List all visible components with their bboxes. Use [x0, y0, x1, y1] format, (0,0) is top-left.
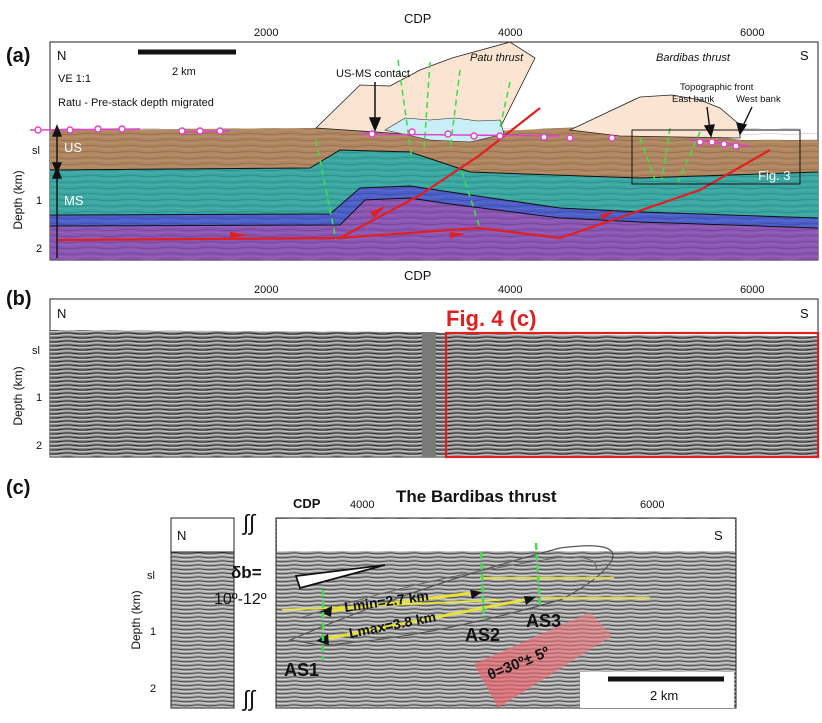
- panel-b-depth-1: 1: [36, 392, 42, 404]
- bank-arrows: [703, 106, 753, 138]
- panel-c-scale-label: 2 km: [650, 688, 678, 703]
- delta-b-value: 10º-12º: [214, 591, 267, 608]
- method-label: Ratu - Pre-stack depth migrated: [58, 97, 214, 109]
- fault-slip-arrows-a: [230, 206, 616, 238]
- topographic-front-label: Topographic front: [680, 82, 754, 93]
- panel-a-scale-label: 2 km: [172, 66, 196, 78]
- west-bank-label: West bank: [736, 94, 781, 105]
- panel-c-label: (c): [6, 477, 30, 499]
- panel-b-depth-axis: Depth (km): [11, 366, 25, 425]
- dip-markers: [29, 125, 751, 150]
- panel-c-depth-2: 2: [150, 683, 156, 695]
- panel-b-data-gap: [422, 332, 436, 457]
- panel-c-cdp-tick-4000: 4000: [350, 499, 374, 511]
- ve-label: VE 1:1: [58, 73, 91, 85]
- delta-b-label: δb=: [231, 563, 262, 582]
- panel-c-depth-axis: Depth (km): [129, 590, 143, 649]
- panel-b-cdp-tick-6000: 6000: [740, 284, 764, 296]
- east-bank-label: East bank: [672, 94, 714, 105]
- panel-a-depth-2: 2: [36, 243, 42, 255]
- blue-base-line: [49, 197, 819, 229]
- panel-b-cdp-title: CDP: [404, 268, 431, 283]
- fold-outline: [287, 545, 614, 646]
- panel-b-label: (b): [6, 288, 32, 310]
- yellow-horizons: [281, 577, 650, 611]
- us-ms-contact-line: [49, 149, 819, 179]
- us-label: US: [64, 140, 82, 155]
- panel-b-cdp-tick-4000: 4000: [498, 284, 522, 296]
- fig4c-label: Fig. 4 (c): [446, 306, 536, 331]
- panel-c-depth-sl: sl: [147, 570, 155, 582]
- bardibas-thrust-label: Bardibas thrust: [656, 52, 731, 64]
- fig4c-box: [444, 331, 820, 459]
- panel-c-depth-1: 1: [150, 626, 156, 638]
- fold-inner-line: [299, 556, 597, 619]
- panel-a-depth-1: 1: [36, 195, 42, 207]
- us-ms-contact-arrow: [368, 82, 382, 132]
- panel-a-depth-sl: sl: [32, 145, 40, 157]
- ms-label: MS: [64, 193, 84, 208]
- as2-label: AS2: [465, 625, 500, 645]
- panel-c-main-top: [277, 519, 735, 551]
- panel-b-north: N: [57, 306, 66, 321]
- panel-a-cdp-tick-4000: 4000: [498, 27, 522, 39]
- panel-c-cdp-tick-6000: 6000: [640, 499, 664, 511]
- panel-b-south: S: [800, 306, 809, 321]
- panel-a-cdp-tick-2000: 2000: [254, 27, 278, 39]
- as1-label: AS1: [284, 660, 319, 680]
- panel-b: (b) CDP 2000 4000 6000 Fig. 4 (c) N S De…: [6, 268, 820, 459]
- panel-c-cdp-title: CDP: [293, 496, 321, 511]
- panel-a-label: (a): [6, 45, 30, 67]
- break-symbol-top: ∫∫: [241, 510, 257, 535]
- length-arrows: [319, 590, 535, 642]
- break-symbol-bottom: ∫∫: [241, 686, 257, 711]
- panel-a-cdp-tick-6000: 6000: [740, 27, 764, 39]
- panel-c-south: S: [714, 528, 723, 543]
- panel-c-title: The Bardibas thrust: [396, 487, 557, 506]
- panel-c-left-strip-top: [170, 517, 235, 553]
- panel-b-depth-sl: sl: [32, 345, 40, 357]
- panel-c-north: N: [177, 528, 186, 543]
- fig3-label: Fig. 3: [758, 168, 791, 183]
- eroded-hangingwall-bardibas: [568, 94, 741, 139]
- panel-a-north: N: [57, 48, 66, 63]
- panel-a-cdp-title: CDP: [404, 11, 431, 26]
- panel-c: (c) The Bardibas thrust CDP 4000 6000 N …: [6, 477, 737, 711]
- theta-cone: [474, 612, 612, 708]
- panel-a-south: S: [800, 48, 809, 63]
- as3-label: AS3: [526, 611, 561, 631]
- panel-a-depth-axis: Depth (km): [11, 170, 25, 229]
- panel-a: (a) CDP 2000 4000 6000: [6, 11, 819, 261]
- thickness-arrows: [51, 124, 63, 258]
- fig3-inset-box: [631, 129, 801, 185]
- axial-surfaces-c: [321, 542, 542, 660]
- panel-b-depth-2: 2: [36, 440, 42, 452]
- dip-wedge: [294, 564, 386, 590]
- us-ms-contact-label: US-MS contact: [336, 68, 410, 80]
- patu-thrust-label: Patu thrust: [470, 52, 524, 64]
- panel-b-cdp-tick-2000: 2000: [254, 284, 278, 296]
